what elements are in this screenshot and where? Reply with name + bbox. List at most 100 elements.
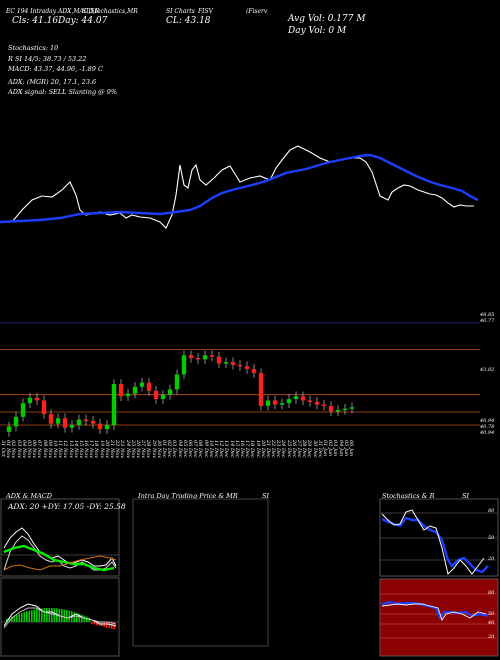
macd-histogram-bar: [106, 622, 108, 628]
macd-histogram-bar: [41, 608, 43, 622]
macd-histogram-bar: [26, 611, 28, 622]
candle-body: [118, 384, 124, 397]
candle-body: [216, 356, 222, 364]
macd-histogram-bar: [83, 615, 86, 622]
macd-histogram-bar: [46, 608, 48, 622]
macd-histogram-bar: [6, 618, 8, 622]
candle-body: [335, 410, 341, 412]
macd-histogram-bar: [81, 614, 83, 622]
candle-body: [265, 400, 271, 406]
macd-histogram-bar: [48, 608, 51, 622]
info-macd: MACD: 43.37, 44.96, -1.89 C: [8, 65, 103, 73]
candle-body: [27, 397, 33, 404]
minus-di-line: [3, 555, 117, 571]
plus-di-line: [3, 527, 117, 567]
macd-histogram-bar: [108, 622, 111, 629]
macd-histogram-bar: [11, 616, 13, 622]
intraday-panel: [132, 498, 269, 647]
info-adx: ADX: (MGR) 20, 17.1, 23.6: [8, 78, 97, 86]
intraday-title-b: SI: [262, 492, 270, 500]
rsi-tick: 50: [488, 611, 495, 617]
candle-body: [328, 405, 334, 412]
candle-body: [83, 419, 89, 422]
stoch-tick: 50: [488, 535, 495, 541]
candle-body: [153, 390, 159, 400]
candle-body: [167, 389, 173, 395]
adx-strength-line: [3, 544, 115, 572]
header-title-b: SI,Stochastics,MR: [82, 8, 138, 15]
macd-histogram-bar: [73, 612, 76, 622]
macd-histogram-bar: [78, 613, 81, 622]
candle-body: [160, 394, 166, 400]
stoch-tick: 20: [488, 556, 495, 562]
macd-histogram-bar: [93, 622, 96, 625]
price-label: 40.94: [480, 418, 495, 424]
candle-body: [125, 393, 131, 397]
candle-body: [202, 355, 208, 360]
candle-body: [349, 407, 355, 409]
macd-histogram-bar: [23, 612, 26, 622]
candle-body: [69, 425, 75, 428]
candle-body: [97, 423, 103, 430]
candle-body: [6, 426, 12, 432]
candle-body: [90, 420, 96, 424]
candle-body: [48, 414, 54, 424]
candle-body: [286, 399, 292, 404]
macd-histogram-bar: [36, 609, 38, 622]
candle-body: [251, 368, 257, 374]
macd-histogram-bar: [21, 612, 23, 622]
candle-body: [181, 355, 187, 375]
price-label: 43.02: [480, 367, 495, 373]
header-company: (Fiserv: [246, 8, 268, 15]
stoch-title: Stochastics & R: [382, 492, 435, 500]
rsi-tick: 40: [488, 620, 495, 626]
macd-histogram-bar: [8, 617, 11, 622]
candle-body: [146, 382, 152, 391]
candle-body: [13, 416, 19, 427]
macd-histogram-bar: [86, 616, 88, 622]
day-volume: Day Vol: 0 M: [288, 26, 347, 36]
candle-body: [111, 384, 117, 426]
candle-body: [314, 401, 320, 405]
candle-body: [174, 374, 180, 390]
mrsi-line: [381, 600, 489, 621]
stoch-d-line: [381, 509, 485, 575]
info-stochastics: Stochastics: 10: [8, 44, 59, 52]
macd-histogram-bar: [13, 615, 16, 622]
stoch-title-b: SI: [462, 492, 470, 500]
header-title: EC 194 Intraday ADX,MACD,R: [6, 8, 100, 15]
candle-body: [209, 355, 215, 357]
macd-histogram-bar: [68, 610, 71, 622]
macd-histogram-bar: [38, 608, 41, 622]
header-day: Day: 44.07: [58, 16, 108, 26]
candle-body: [188, 355, 194, 358]
candle-body: [279, 403, 285, 405]
candle-body: [321, 404, 327, 407]
main-price-chart: [0, 145, 480, 437]
candle-body: [307, 400, 313, 402]
macd-histogram-bar: [76, 612, 78, 622]
rsi-tick: 20: [488, 634, 495, 640]
macd-histogram-bar: [63, 609, 66, 622]
header-cl: CL: 43.18: [166, 16, 211, 26]
adx-values: ADX: 20 +DY: 17.05 -DY: 25.58: [8, 502, 126, 511]
macd-histogram-bar: [31, 610, 33, 622]
stoch-tick: 80: [488, 508, 495, 514]
macd-histogram-bar: [51, 608, 53, 622]
candle-body: [244, 366, 250, 369]
adx-macd-title: ADX & MACD: [6, 492, 52, 500]
macd-histogram-bar: [18, 613, 21, 622]
candle-body: [139, 382, 145, 387]
moving-average-line: [0, 153, 479, 224]
macd-histogram-bar: [16, 614, 18, 622]
candle-body: [195, 358, 201, 360]
macd-histogram-bar: [66, 610, 68, 622]
candle-body: [104, 425, 110, 430]
macd-histogram-bar: [91, 622, 93, 624]
candle-body: [41, 400, 47, 415]
candle-body: [20, 403, 26, 417]
price-label: 40.94: [480, 430, 495, 436]
info-adx-signal: ADX signal: SELL Slanting @ 9%: [8, 88, 118, 96]
rsi-tick: 80: [488, 590, 495, 596]
